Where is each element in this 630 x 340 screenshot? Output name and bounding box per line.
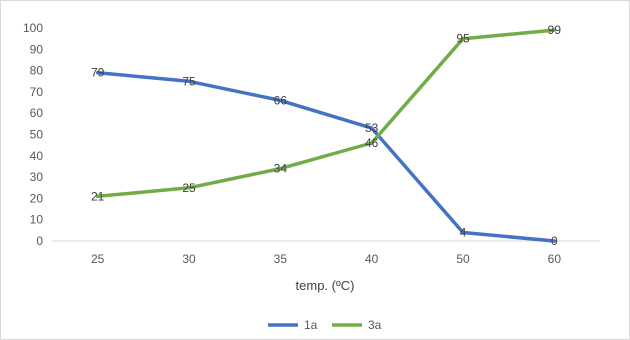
x-axis-title: temp. (ºC) [296,278,355,293]
x-tick-label: 25 [91,252,105,266]
data-label: 66 [274,93,288,107]
data-label: 99 [548,23,562,37]
y-tick-label: 100 [23,21,43,35]
data-label: 34 [274,162,288,176]
y-tick-label: 20 [30,191,44,205]
series-line-1a [95,70,557,243]
series-lines [95,28,557,243]
data-label: 21 [91,189,105,203]
y-tick-label: 90 [30,42,44,56]
data-label: 75 [182,74,196,88]
data-label: 46 [365,136,379,150]
y-axis-ticks: 0 10 20 30 40 50 60 70 80 90 100 [23,21,43,248]
y-tick-label: 70 [30,85,44,99]
x-axis-ticks: 25 30 35 40 50 60 [91,252,561,266]
y-tick-label: 50 [30,128,44,142]
y-tick-label: 0 [36,234,43,248]
x-tick-label: 40 [365,252,379,266]
data-label: 4 [460,225,467,239]
data-label: 25 [182,181,196,195]
data-label: 95 [456,32,470,46]
series-line-3a [95,28,557,199]
x-tick-label: 35 [274,252,288,266]
data-label: 79 [91,66,105,80]
x-tick-label: 60 [548,252,562,266]
x-tick-label: 50 [456,252,470,266]
data-label: 53 [365,121,379,135]
x-tick-label: 30 [182,252,196,266]
y-tick-label: 60 [30,106,44,120]
y-tick-label: 40 [30,149,44,163]
y-tick-label: 30 [30,170,44,184]
data-label: 0 [551,234,558,248]
legend: 1a 3a [268,318,382,332]
legend-label: 1a [304,318,318,332]
y-tick-label: 10 [30,213,44,227]
y-tick-label: 80 [30,64,44,78]
legend-label: 3a [368,318,382,332]
